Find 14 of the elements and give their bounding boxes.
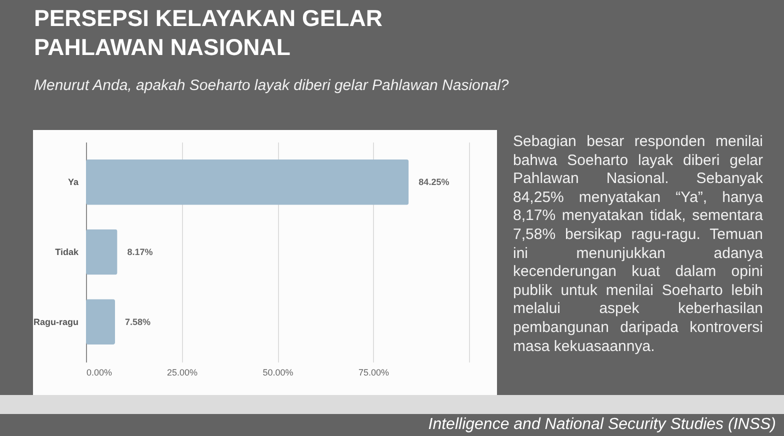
data-label: 84.25% xyxy=(418,177,450,188)
y-tick-label: Ragu-ragu xyxy=(34,316,78,327)
x-tick-label: 0.00% xyxy=(86,368,112,378)
x-tick-label: 25.00% xyxy=(166,368,198,378)
y-tick-label: Ya xyxy=(68,177,80,188)
chart-subtitle: Menurut Anda, apakah Soeharto layak diberi gelar Pahlawan Nasional? xyxy=(34,77,509,94)
x-tick-label: 75.00% xyxy=(358,368,390,378)
text: Intelligence and National Security Studies (INSS) xyxy=(428,416,776,434)
text: Sebagian besar responden menilai bahwa Soeharto layak diberi gelar Pahlawan Nasional. Sebanyak 84,25% menyatakan “Ya”, hanya 8,17% menyatakan tidak, sementara 7,58% bersikap ragu-ragu. Temuan ini menunjukkan adanya kecenderungan kuat dalam opini publik untuk menilai Soeharto lebih melalui aspek keberhasilan pembangunan daripada kontroversi masa kekuasaannya. xyxy=(513,133,763,355)
data-label: 7.58% xyxy=(125,316,151,327)
chart-title: PERSEPSI KELAYAKAN GELAR PAHLAWAN NASIONAL xyxy=(34,4,384,62)
data-label: 8.17% xyxy=(127,247,153,257)
y-tick-label: Tidak xyxy=(55,247,80,257)
x-tick-label: 50.00% xyxy=(262,368,294,378)
